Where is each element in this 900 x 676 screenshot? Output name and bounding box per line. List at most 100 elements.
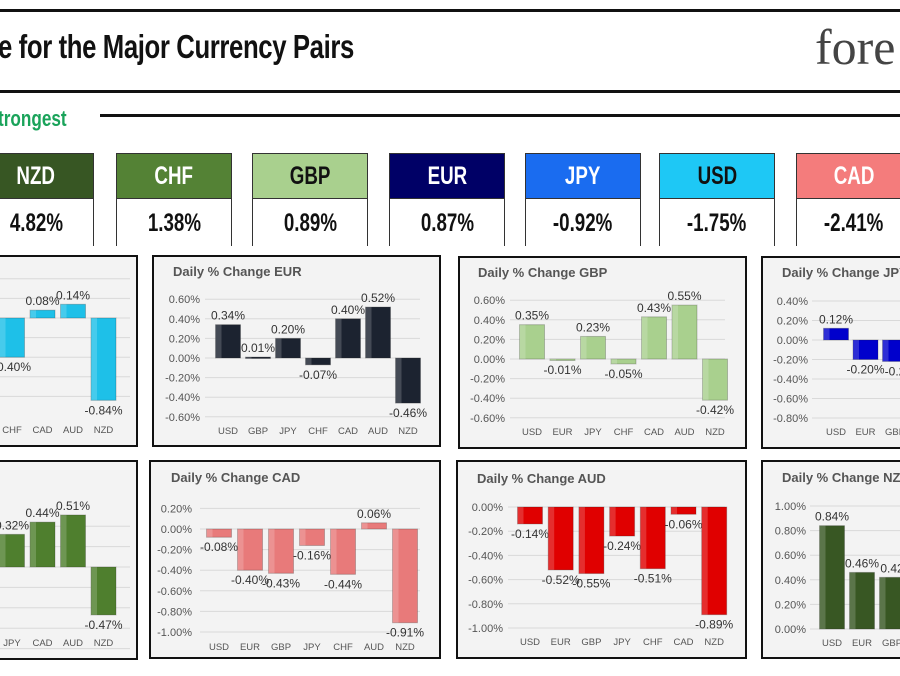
y-tick-label-aud: -0.60% [468, 575, 503, 587]
x-tick-label-nzd: GBP [882, 638, 900, 649]
y-tick-label-cad: -0.80% [157, 606, 192, 618]
bar-cad-eur [237, 528, 263, 571]
bar-highlight [879, 577, 886, 629]
x-tick-label-gbp: CHF [614, 427, 634, 438]
y-tick-label-cad: -0.60% [157, 586, 192, 598]
bar-cad-jpy [299, 528, 325, 546]
bar-jpy-usd [823, 327, 849, 341]
bar-cad-chf [330, 528, 356, 575]
x-tick-label-aud: CAD [673, 637, 693, 648]
bar-cad-gbp [268, 528, 294, 574]
ranking-box-nzd: NZD 4.82% [0, 153, 94, 247]
bar-gbp-chf [610, 358, 637, 365]
ranking-currency: EUR [390, 154, 504, 199]
ranking-currency: NZD [0, 154, 93, 199]
bar-gbp-jpy [580, 335, 606, 360]
bar-highlight [672, 305, 678, 359]
y-tick-label-eur: -0.60% [165, 412, 200, 424]
x-tick-label-cad: USD [209, 642, 229, 653]
bar-highlight [91, 318, 97, 401]
y-tick-label-gbp: 0.00% [474, 354, 505, 366]
data-label-eur: 0.34% [211, 309, 245, 323]
data-label-usd: 0.08% [25, 294, 59, 308]
ranking-rule [100, 114, 900, 117]
y-tick-label-aud: -1.00% [468, 623, 503, 635]
data-label-eur: 0.20% [271, 322, 305, 336]
data-label-gbp: 0.43% [637, 301, 671, 315]
x-tick-label-nzd: USD [822, 638, 842, 649]
bar-highlight [580, 336, 587, 359]
bar-highlight [237, 529, 244, 571]
data-label-aud: -0.55% [572, 577, 610, 591]
bar-highlight [335, 318, 342, 358]
bar-highlight [365, 307, 372, 358]
data-label-eur: -0.46% [389, 406, 427, 420]
x-tick-label-cad: GBP [271, 642, 291, 653]
x-tick-label-gbp: NZD [705, 427, 725, 438]
x-tick-label-nzd: EUR [852, 638, 872, 649]
x-tick-label-eur: JPY [279, 426, 297, 437]
bar-eur-chf [305, 357, 331, 366]
strongest-label: trongest [0, 106, 67, 131]
x-tick-label-jpy: GBP [885, 427, 900, 438]
bar-gbp-aud [671, 304, 698, 360]
chart-panel-cad [149, 460, 441, 659]
y-tick-label-nzd: 0.60% [775, 550, 806, 562]
y-tick-label-jpy: -0.60% [773, 394, 808, 406]
y-tick-label-nzd: 1.00% [775, 501, 806, 513]
bar-nzd-eur [849, 571, 875, 630]
x-tick-label-usd: CAD [32, 425, 52, 436]
ranking-box-eur: EUR 0.87% [389, 153, 505, 247]
y-tick-label-eur: 0.00% [169, 353, 200, 365]
bar-usd-aud [60, 303, 86, 319]
y-tick-label-aud: 0.00% [472, 502, 503, 514]
page-title: e for the Major Currency Pairs [0, 28, 354, 65]
bar-aud-gbp [578, 506, 605, 575]
data-label-cad: -0.43% [262, 576, 300, 590]
bar-highlight [30, 310, 36, 318]
bar-highlight [206, 529, 213, 538]
x-tick-label-gbp: USD [522, 427, 542, 438]
data-label-aud: -0.06% [664, 517, 702, 531]
y-tick-label-eur: -0.40% [165, 392, 200, 404]
bar-highlight [91, 567, 97, 615]
bar-highlight [519, 324, 526, 359]
data-label-cad: -0.44% [324, 577, 362, 591]
bar-cad-aud [361, 522, 387, 530]
bar-eur-cad [335, 318, 361, 359]
data-label-aud: -0.51% [634, 572, 672, 586]
bar-nzd-usd [819, 525, 845, 630]
y-tick-label-cad: -1.00% [157, 627, 192, 639]
y-tick-label-jpy: -0.20% [773, 355, 808, 367]
y-tick-label-gbp: 0.20% [474, 334, 505, 346]
bar-eur-jpy [275, 337, 301, 359]
bar-highlight [671, 507, 677, 515]
bar-highlight [882, 340, 889, 362]
bar-highlight [701, 507, 708, 615]
bar-highlight [702, 359, 709, 401]
chart-title-nzd: Daily % Change NZD [782, 470, 900, 485]
data-label-chf: 0.51% [56, 499, 90, 513]
chart-title-aud: Daily % Change AUD [477, 471, 606, 486]
y-tick-label-nzd: 0.20% [775, 599, 806, 611]
bar-highlight [0, 318, 6, 358]
bar-highlight [60, 304, 67, 318]
data-label-cad: -0.16% [293, 548, 331, 562]
bar-highlight [0, 534, 6, 567]
ranking-change: 1.38% [117, 199, 231, 247]
data-label-usd: -0.40% [0, 360, 31, 374]
x-tick-label-cad: EUR [240, 642, 260, 653]
bar-highlight [640, 507, 647, 569]
ranking-box-jpy: JPY -0.92% [525, 153, 641, 247]
bar-aud-cad [670, 506, 697, 515]
chart-title-gbp: Daily % Change GBP [478, 265, 608, 280]
x-tick-label-gbp: AUD [674, 427, 694, 438]
x-tick-label-usd: NZD [94, 425, 114, 436]
ranking-currency: CHF [117, 154, 231, 199]
bar-aud-usd [517, 506, 543, 525]
forexlive-logo: fore [815, 19, 896, 75]
data-label-gbp: -0.01% [543, 363, 581, 377]
x-tick-label-eur: CAD [338, 426, 358, 437]
bar-aud-chf [639, 506, 666, 570]
bar-nzd-gbp [879, 576, 900, 630]
